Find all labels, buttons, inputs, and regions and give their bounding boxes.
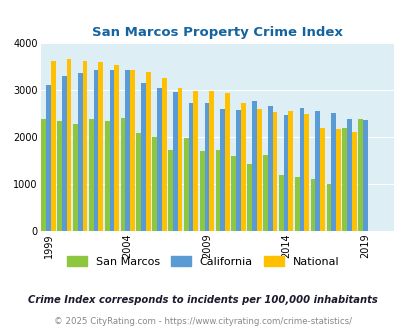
Bar [341,128,346,231]
Bar [82,61,87,231]
Bar [351,132,356,231]
Bar [98,62,103,231]
Bar [168,150,173,231]
Bar [241,103,245,231]
Bar [256,109,261,231]
Bar [145,72,150,231]
Bar [152,137,157,231]
Bar [294,177,299,231]
Bar [346,118,351,231]
Bar [209,91,213,231]
Bar [362,120,367,231]
Bar [157,87,161,231]
Bar [177,88,182,231]
Bar [278,175,283,231]
Bar [357,118,362,231]
Bar [57,121,62,231]
Bar [204,103,209,231]
Bar [283,115,288,231]
Bar [247,164,252,231]
Text: © 2025 CityRating.com - https://www.cityrating.com/crime-statistics/: © 2025 CityRating.com - https://www.city… [54,317,351,326]
Bar [262,155,267,231]
Bar [94,70,98,231]
Text: Crime Index corresponds to incidents per 100,000 inhabitants: Crime Index corresponds to incidents per… [28,295,377,305]
Bar [78,74,82,231]
Bar [109,70,114,231]
Bar [225,93,229,231]
Bar [62,76,66,231]
Bar [299,108,304,231]
Bar [173,92,177,231]
Bar [104,121,109,231]
Bar [330,114,335,231]
Bar [136,133,141,231]
Bar [220,109,225,231]
Bar [193,91,198,231]
Bar [231,156,236,231]
Bar [114,65,119,231]
Bar [51,61,55,231]
Bar [188,103,193,231]
Title: San Marcos Property Crime Index: San Marcos Property Crime Index [92,26,342,39]
Bar [267,106,272,231]
Bar [73,124,78,231]
Bar [236,110,241,231]
Bar [183,138,188,231]
Bar [89,118,94,231]
Bar [335,129,340,231]
Legend: San Marcos, California, National: San Marcos, California, National [66,256,339,267]
Bar [130,70,134,231]
Bar [310,179,315,231]
Bar [66,59,71,231]
Bar [315,111,320,231]
Bar [272,112,277,231]
Bar [141,83,145,231]
Bar [320,128,324,231]
Bar [304,114,308,231]
Bar [215,149,220,231]
Bar [288,111,292,231]
Bar [125,70,130,231]
Bar [120,118,125,231]
Bar [252,101,256,231]
Bar [199,151,204,231]
Bar [326,184,330,231]
Bar [46,85,51,231]
Bar [41,118,46,231]
Bar [161,78,166,231]
